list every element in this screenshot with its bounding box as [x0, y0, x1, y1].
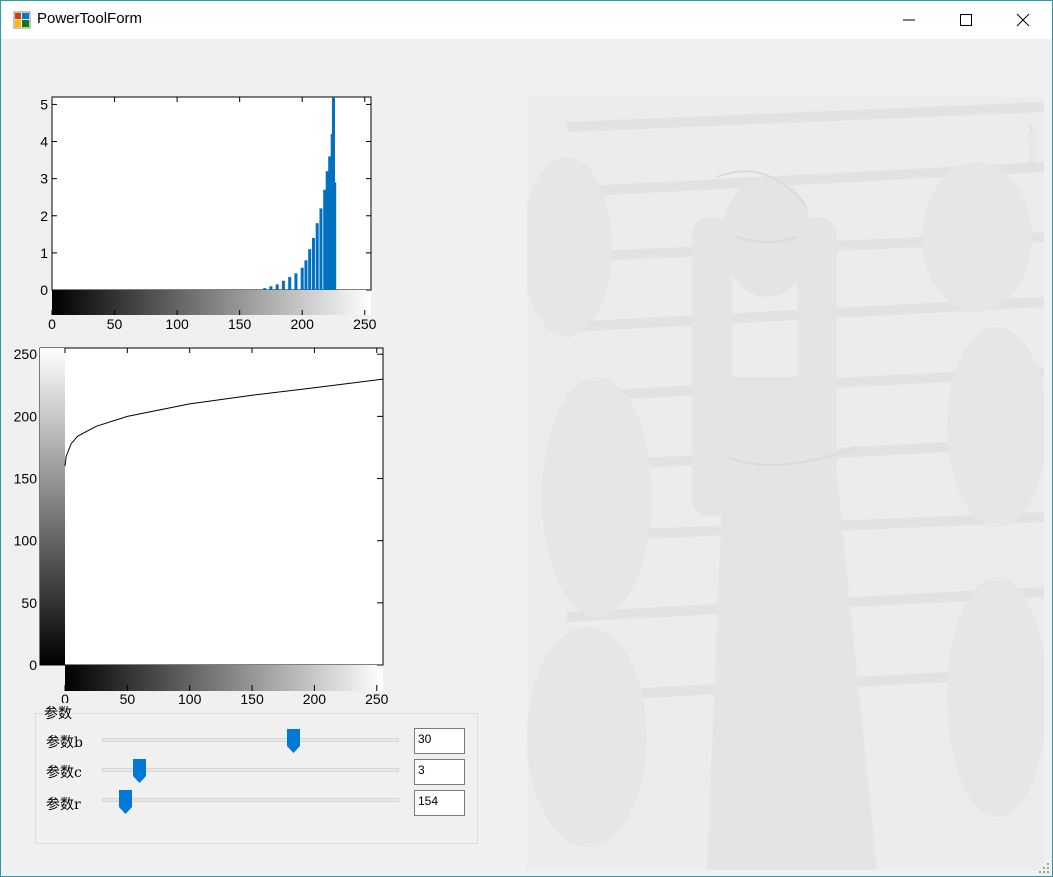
histogram-chart: 0 1 2 3 4 5 0 50 100 150 200 250 — [40, 96, 377, 332]
histogram-bar — [281, 280, 285, 290]
curve-y-tick-label: 200 — [14, 408, 38, 424]
histogram-bar — [308, 249, 312, 290]
histogram-bar — [275, 284, 279, 290]
histogram-bar — [333, 182, 337, 290]
curve-y-tick-label: 100 — [14, 533, 38, 549]
param-r-slider-track[interactable] — [102, 798, 399, 802]
histogram-y-tick-label: 0 — [40, 282, 48, 298]
histogram-x-tick-label: 200 — [291, 316, 315, 332]
curve-chart: 0 50 100 150 200 250 0 50 100 150 200 250 — [14, 346, 389, 707]
param-r-input[interactable]: 154 — [414, 790, 465, 816]
histogram-plot-area — [51, 96, 372, 291]
histogram-bar — [294, 273, 298, 290]
param-b-slider-track[interactable] — [102, 738, 399, 742]
histogram-bar — [328, 156, 332, 290]
svg-text:jiemei.net: jiemei.net — [1027, 124, 1038, 168]
histogram-bar — [311, 238, 315, 290]
maximize-icon — [960, 14, 972, 26]
param-b-slider-thumb[interactable] — [287, 729, 301, 753]
histogram-bar — [319, 208, 323, 290]
minimize-button[interactable] — [881, 1, 938, 39]
curve-vertical-gray-bar — [40, 348, 65, 665]
param-r-label: 参数r — [46, 797, 81, 813]
param-c-input[interactable]: 3 — [414, 759, 465, 785]
param-b-input[interactable]: 30 — [414, 728, 465, 754]
param-b-label: 参数b — [46, 735, 83, 751]
histogram-y-tick-label: 2 — [40, 208, 48, 224]
histogram-bar — [263, 288, 267, 290]
histogram-bar — [269, 286, 273, 290]
histogram-x-tick-label: 150 — [228, 316, 252, 332]
title-bar: PowerToolForm — [1, 1, 1052, 39]
curve-x-tick-label: 100 — [178, 691, 202, 707]
histogram-x-tick-label: 250 — [353, 316, 377, 332]
param-c-label: 参数c — [46, 765, 82, 781]
histogram-y-tick-label: 3 — [40, 171, 48, 187]
curve-horizontal-gray-bar — [65, 665, 383, 691]
curve-line — [64, 378, 384, 467]
histogram-y-tick-label: 5 — [40, 96, 48, 112]
curve-x-tick-label: 250 — [365, 691, 389, 707]
params-group-title: 参数 — [43, 703, 73, 723]
histogram-x-tick-label: 50 — [107, 316, 123, 332]
curve-plot-area — [39, 347, 384, 666]
close-button[interactable] — [995, 1, 1052, 39]
param-c-slider-track[interactable] — [102, 768, 399, 772]
histogram-bar — [300, 267, 304, 290]
maximize-button[interactable] — [938, 1, 995, 39]
curve-y-tick-label: 50 — [21, 595, 37, 611]
curve-y-tick-label: 0 — [29, 657, 37, 673]
curve-x-tick-label: 50 — [120, 691, 136, 707]
histogram-gray-bar — [52, 290, 371, 315]
params-groupbox — [35, 713, 478, 844]
histogram-bar — [323, 189, 327, 290]
histogram-bar — [288, 277, 292, 290]
resize-grip-icon[interactable] — [1039, 863, 1049, 873]
param-r-slider-thumb[interactable] — [119, 790, 133, 814]
processed-image: jiemei.net — [527, 97, 1044, 870]
minimize-icon — [903, 19, 915, 21]
curve-y-tick-label: 250 — [14, 346, 38, 362]
curve-x-tick-label: 150 — [240, 691, 264, 707]
curve-x-tick-label: 0 — [61, 691, 69, 707]
histogram-x-tick-label: 100 — [165, 316, 189, 332]
histogram-bar — [325, 171, 329, 290]
close-icon — [1016, 13, 1030, 27]
histogram-x-tick-label: 0 — [48, 316, 56, 332]
param-c-slider-thumb[interactable] — [132, 759, 146, 783]
photo-placeholder: jiemei.net — [527, 97, 1044, 870]
histogram-bar — [315, 223, 319, 290]
app-icon — [13, 11, 31, 29]
histogram-y-tick-label: 4 — [40, 134, 48, 150]
histogram-bar — [304, 260, 308, 290]
curve-y-tick-label: 150 — [14, 471, 38, 487]
window-title: PowerToolForm — [37, 10, 143, 27]
curve-x-tick-label: 200 — [303, 691, 327, 707]
histogram-y-tick-label: 1 — [40, 245, 48, 261]
